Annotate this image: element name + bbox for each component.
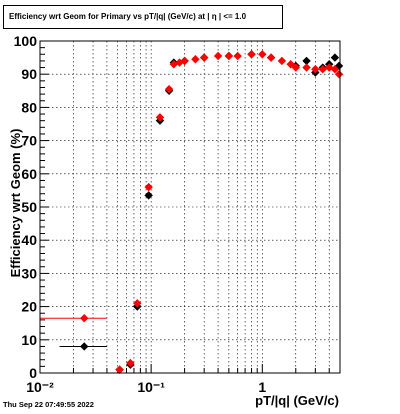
red-series-point: [199, 53, 209, 62]
black-series-point: [80, 342, 89, 351]
red-series-point: [318, 65, 327, 74]
red-series-point: [164, 84, 174, 94]
y-axis-label: Efficiency wrt Geom (%): [8, 129, 23, 278]
red-series-point: [286, 60, 295, 69]
red-series-point: [144, 182, 153, 192]
red-series-point: [311, 65, 320, 74]
x-tick-labels: 10⁻² 10⁻¹ 1: [26, 379, 266, 395]
y-tick-label: 0: [29, 365, 37, 381]
y-tick-label: 30: [21, 265, 37, 281]
y-tick-label: 20: [21, 299, 37, 315]
black-series-point: [302, 56, 311, 66]
red-series-point: [233, 51, 242, 61]
red-series-point: [155, 113, 165, 122]
y-tick-labels: 0 10 20 30 40 50 60 70 80 90 100: [14, 33, 38, 381]
data-points: [80, 50, 344, 374]
grid-lines: [39, 41, 340, 373]
y-tick-label: 80: [21, 99, 37, 115]
red-series-point: [247, 50, 256, 59]
red-series-point: [175, 58, 184, 67]
red-series-point: [302, 63, 311, 72]
x-tick-label: 10⁻¹: [137, 379, 165, 395]
y-tick-label: 40: [21, 232, 37, 248]
black-series-point: [144, 191, 153, 200]
y-tick-label: 60: [21, 166, 37, 182]
red-series-point: [80, 314, 89, 323]
red-series-point: [330, 65, 340, 74]
x-tick-label: 10⁻²: [26, 379, 54, 395]
y-tick-label: 10: [21, 332, 37, 348]
red-series-point: [180, 56, 189, 66]
x-axis-label: pT/|q| (GeV/c): [255, 393, 339, 408]
red-series-point: [224, 51, 234, 61]
y-tick-label: 50: [21, 199, 37, 215]
red-series-point: [291, 63, 300, 72]
red-series-point: [169, 60, 179, 69]
red-series-point: [133, 299, 142, 308]
x-tick-label: 1: [258, 379, 266, 395]
black-series-point: [330, 53, 340, 62]
timestamp: Thu Sep 22 07:49:55 2022: [3, 400, 94, 409]
red-series-point: [191, 55, 200, 64]
y-tick-label: 70: [21, 133, 37, 149]
red-series-point: [126, 358, 135, 368]
y-tick-label: 100: [14, 33, 38, 49]
chart-title: Efficiency wrt Geom for Primary vs pT/|q…: [3, 5, 283, 29]
red-series-point: [115, 365, 124, 374]
plot-frame: [39, 40, 341, 374]
red-series-point: [258, 50, 267, 59]
red-series-point: [334, 70, 344, 79]
red-series-point: [277, 56, 287, 66]
red-series-point: [266, 53, 276, 62]
y-tick-label: 90: [21, 66, 37, 82]
red-series-point: [213, 51, 223, 61]
